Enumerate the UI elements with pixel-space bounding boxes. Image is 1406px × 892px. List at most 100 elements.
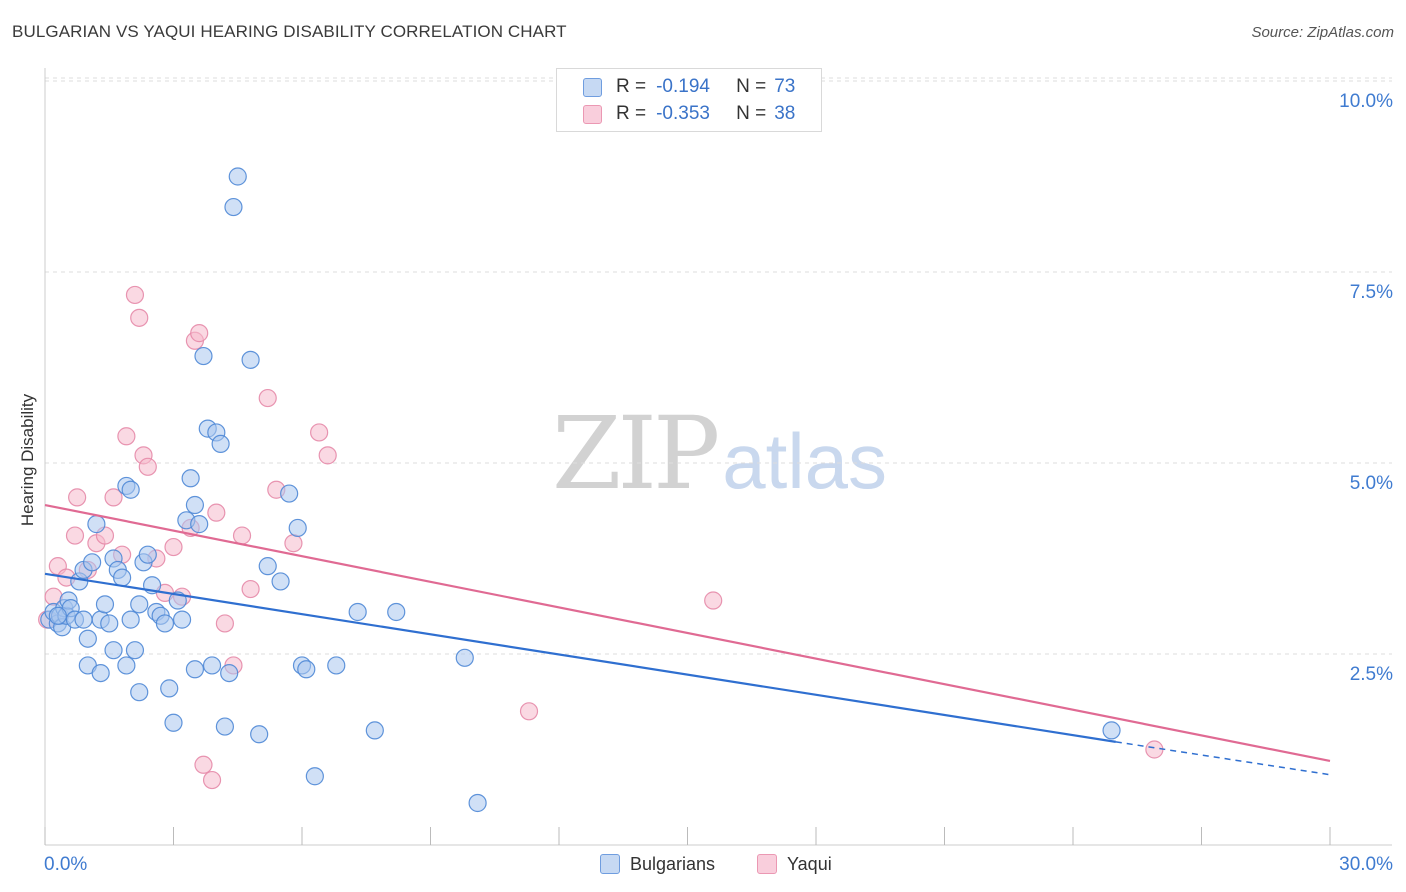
- bulgarian-point: [172, 610, 192, 629]
- bulgarian-point: [121, 610, 140, 629]
- bulgarian-point: [87, 515, 106, 534]
- yaqui-point: [117, 427, 136, 446]
- bulgarian-point: [224, 197, 243, 217]
- bulgarian-point: [121, 480, 140, 499]
- stats-legend: R = -0.194 N = 73 R = -0.353 N = 38: [556, 68, 822, 132]
- bulgarian-point: [74, 610, 93, 629]
- yaqui-point: [704, 591, 723, 610]
- bulgarian-trend-line: [44, 572, 1117, 743]
- yaqui-point: [241, 579, 260, 599]
- bulgarian-point: [348, 602, 367, 622]
- bulgarian-point: [258, 557, 277, 576]
- yaqui-point: [318, 446, 337, 465]
- bulgarian-point: [220, 663, 239, 683]
- yaqui-point: [215, 614, 234, 633]
- yaqui-point: [207, 503, 226, 522]
- bottom-legend-swatch-blue: [600, 854, 620, 874]
- yaqui-point: [310, 423, 329, 442]
- yaqui-point: [284, 534, 303, 553]
- bulgarian-point: [228, 167, 247, 186]
- y-tick-label: 2.5%: [1350, 664, 1393, 685]
- legend-swatch-blue: [583, 77, 602, 97]
- yaqui-point: [130, 308, 149, 327]
- legend-n-label: N =: [736, 103, 767, 124]
- bulgarian-point: [202, 656, 222, 675]
- bulgarian-point: [130, 595, 149, 614]
- bulgarian-point: [327, 656, 346, 675]
- y-tick-label: 10.0%: [1339, 91, 1393, 112]
- x-tick-label: 0.0%: [44, 854, 87, 875]
- bulgarian-point: [250, 725, 269, 744]
- legend-row-bulgarians: R = -0.194 N = 73: [583, 75, 795, 99]
- bulgarian-point: [1102, 721, 1121, 740]
- yaqui-point: [125, 285, 145, 305]
- bulgarian-point: [138, 545, 157, 564]
- legend-r-value: -0.194: [656, 76, 710, 97]
- bulgarian-point: [387, 602, 406, 622]
- legend-n-value: 38: [774, 103, 796, 124]
- bottom-legend-bulgarians: Bulgarians: [600, 852, 715, 876]
- bulgarian-point: [91, 663, 110, 683]
- bulgarian-point: [130, 683, 149, 702]
- yaqui-point: [190, 324, 209, 343]
- bulgarian-point: [83, 553, 102, 572]
- bulgarian-point: [185, 495, 205, 515]
- bulgarian-point: [271, 572, 290, 591]
- yaqui-point: [104, 488, 123, 507]
- yaqui-trend-line: [44, 503, 1331, 763]
- bulgarian-point: [155, 614, 175, 633]
- bulgarian-point: [125, 641, 145, 660]
- bulgarian-point: [78, 629, 97, 648]
- legend-r-label: R =: [616, 76, 647, 97]
- legend-r-value: -0.353: [656, 103, 710, 124]
- bulgarian-point: [181, 469, 200, 488]
- bulgarian-trend-extension: [1115, 741, 1331, 776]
- watermark: ZIPatlas: [552, 404, 887, 511]
- bulgarian-point: [160, 679, 179, 698]
- y-axis-label: Hearing Disability: [18, 393, 37, 527]
- watermark-atlas: atlas: [722, 417, 888, 505]
- yaqui-point: [164, 537, 183, 557]
- bulgarian-point: [190, 515, 209, 534]
- bulgarian-point: [112, 568, 132, 587]
- bulgarian-point: [164, 713, 183, 732]
- bulgarian-point: [100, 614, 119, 633]
- watermark-zip: ZIP: [552, 395, 720, 512]
- bulgarian-point: [365, 721, 384, 740]
- yaqui-point: [138, 457, 157, 476]
- bulgarian-point: [104, 641, 123, 660]
- bulgarian-point: [48, 606, 67, 625]
- legend-n-value: 73: [774, 76, 796, 97]
- legend-swatch-pink: [583, 104, 602, 124]
- yaqui-point: [258, 388, 277, 408]
- yaqui-point: [232, 526, 252, 545]
- source-label: Source: ZipAtlas.com: [1251, 24, 1394, 41]
- bulgarian-point: [305, 767, 324, 786]
- legend-row-yaqui: R = -0.353 N = 38: [583, 102, 795, 126]
- bottom-legend-swatch-pink: [757, 854, 777, 874]
- legend-r-label: R =: [616, 103, 647, 124]
- y-tick-label: 5.0%: [1350, 473, 1393, 494]
- bulgarian-point: [194, 346, 213, 366]
- bulgarian-point: [455, 648, 474, 667]
- yaqui-point: [65, 526, 85, 545]
- x-tick-label: 30.0%: [1339, 854, 1393, 875]
- bulgarian-point: [185, 660, 205, 679]
- bottom-legend-label: Bulgarians: [630, 853, 716, 874]
- yaqui-point: [519, 702, 539, 721]
- bulgarian-point: [95, 595, 115, 614]
- bottom-legend-label: Yaqui: [787, 853, 832, 874]
- yaqui-point: [1145, 740, 1164, 759]
- bulgarian-point: [117, 656, 136, 675]
- y-tick-label: 7.5%: [1350, 282, 1393, 303]
- bottom-legend-yaqui: Yaqui: [757, 852, 832, 876]
- bulgarian-point: [211, 434, 230, 453]
- bulgarian-point: [297, 660, 316, 679]
- chart-title: BULGARIAN VS YAQUI HEARING DISABILITY CO…: [12, 22, 567, 41]
- bulgarian-point: [215, 717, 234, 736]
- bulgarian-point: [288, 518, 307, 538]
- yaqui-point: [68, 488, 87, 507]
- yaqui-point: [194, 755, 213, 774]
- legend-n-label: N =: [736, 76, 767, 97]
